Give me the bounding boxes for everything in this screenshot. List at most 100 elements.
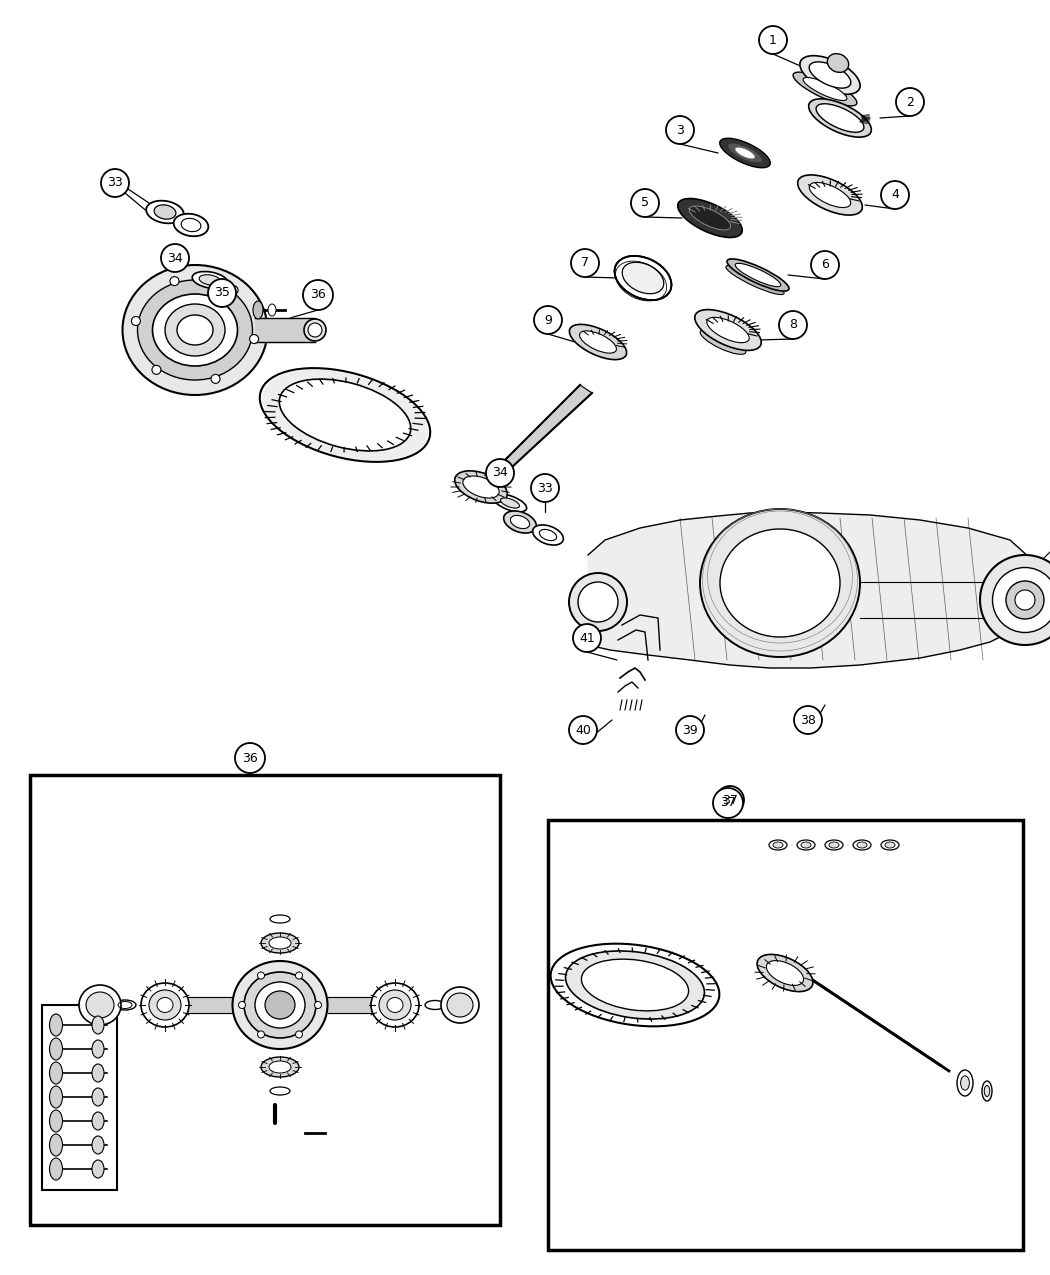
Ellipse shape <box>295 972 302 979</box>
Ellipse shape <box>232 961 328 1049</box>
Ellipse shape <box>580 332 616 353</box>
Text: 33: 33 <box>107 176 123 190</box>
Ellipse shape <box>250 334 258 343</box>
Ellipse shape <box>801 842 811 848</box>
Ellipse shape <box>131 316 141 325</box>
Ellipse shape <box>735 147 755 159</box>
Polygon shape <box>790 965 949 1071</box>
Ellipse shape <box>269 1061 291 1074</box>
Ellipse shape <box>92 1112 104 1130</box>
Circle shape <box>161 244 189 272</box>
Ellipse shape <box>455 470 507 504</box>
Ellipse shape <box>727 259 789 291</box>
Text: 1: 1 <box>769 33 777 46</box>
Ellipse shape <box>700 509 860 657</box>
Circle shape <box>713 788 743 819</box>
Ellipse shape <box>149 989 181 1020</box>
Ellipse shape <box>270 1088 290 1095</box>
Text: 37: 37 <box>720 797 736 810</box>
Ellipse shape <box>569 324 627 360</box>
Ellipse shape <box>447 993 473 1017</box>
Ellipse shape <box>857 842 867 848</box>
Text: 4: 4 <box>891 189 899 201</box>
Ellipse shape <box>49 1014 63 1037</box>
Ellipse shape <box>798 175 862 215</box>
Ellipse shape <box>984 1085 990 1096</box>
Ellipse shape <box>165 303 225 356</box>
Circle shape <box>486 459 514 487</box>
Ellipse shape <box>259 368 430 462</box>
Ellipse shape <box>980 555 1050 645</box>
Ellipse shape <box>257 1031 265 1038</box>
Ellipse shape <box>1006 581 1044 618</box>
Circle shape <box>631 189 659 217</box>
Circle shape <box>235 743 265 773</box>
Ellipse shape <box>261 1057 299 1077</box>
Polygon shape <box>490 385 592 479</box>
Ellipse shape <box>181 218 201 232</box>
Bar <box>42 1005 117 1190</box>
Ellipse shape <box>690 207 731 230</box>
Circle shape <box>716 785 744 813</box>
Bar <box>30 775 500 1225</box>
Ellipse shape <box>49 1086 63 1108</box>
Ellipse shape <box>532 525 564 546</box>
Ellipse shape <box>79 986 121 1025</box>
Ellipse shape <box>123 265 268 395</box>
Circle shape <box>534 306 562 334</box>
Ellipse shape <box>379 989 411 1020</box>
Ellipse shape <box>269 937 291 949</box>
Ellipse shape <box>200 274 220 286</box>
Text: 41: 41 <box>580 631 595 644</box>
Ellipse shape <box>114 1000 136 1010</box>
Circle shape <box>531 474 559 502</box>
Text: 33: 33 <box>538 482 553 495</box>
Ellipse shape <box>262 370 427 460</box>
Ellipse shape <box>510 515 529 529</box>
Ellipse shape <box>569 572 627 631</box>
Ellipse shape <box>797 840 815 850</box>
Ellipse shape <box>827 54 848 73</box>
Ellipse shape <box>720 529 840 638</box>
Ellipse shape <box>229 286 238 295</box>
Ellipse shape <box>92 1016 104 1034</box>
Ellipse shape <box>152 295 237 366</box>
Ellipse shape <box>550 944 719 1026</box>
Ellipse shape <box>92 1065 104 1082</box>
Ellipse shape <box>146 200 184 223</box>
Circle shape <box>569 717 597 745</box>
Text: 40: 40 <box>575 723 591 737</box>
Ellipse shape <box>154 205 176 219</box>
Text: 37: 37 <box>722 793 738 807</box>
Text: 36: 36 <box>243 751 258 765</box>
Ellipse shape <box>138 280 252 380</box>
Ellipse shape <box>177 315 213 346</box>
Text: 6: 6 <box>821 259 828 272</box>
Ellipse shape <box>800 56 860 94</box>
Ellipse shape <box>808 99 871 138</box>
Ellipse shape <box>881 840 899 850</box>
Circle shape <box>794 706 822 734</box>
Ellipse shape <box>253 301 262 319</box>
Polygon shape <box>588 513 1042 668</box>
Ellipse shape <box>700 330 746 354</box>
Ellipse shape <box>463 476 499 499</box>
Ellipse shape <box>315 1001 321 1009</box>
Circle shape <box>303 280 333 310</box>
Circle shape <box>101 170 129 198</box>
Ellipse shape <box>49 1133 63 1156</box>
Ellipse shape <box>92 1088 104 1105</box>
Ellipse shape <box>1015 590 1035 609</box>
Ellipse shape <box>270 915 290 923</box>
Text: 7: 7 <box>581 256 589 269</box>
Ellipse shape <box>158 997 173 1012</box>
Ellipse shape <box>295 1031 302 1038</box>
Circle shape <box>573 623 601 652</box>
Ellipse shape <box>825 840 843 850</box>
Ellipse shape <box>86 992 114 1017</box>
Text: 35: 35 <box>214 287 230 300</box>
Ellipse shape <box>425 1001 445 1010</box>
Ellipse shape <box>992 567 1050 632</box>
Ellipse shape <box>92 1040 104 1058</box>
Ellipse shape <box>504 511 537 533</box>
